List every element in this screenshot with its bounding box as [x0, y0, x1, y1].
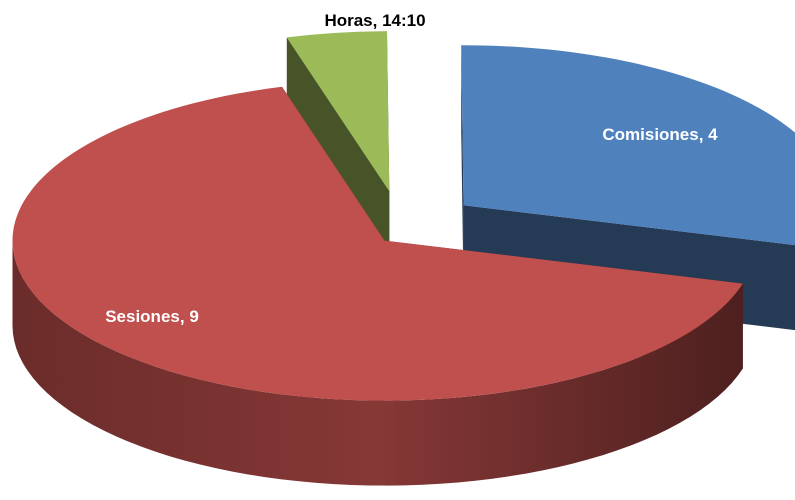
- data-label: Horas, 14:10: [324, 11, 425, 30]
- value-label: 4: [708, 125, 718, 144]
- data-label: Comisiones, 4: [602, 125, 718, 144]
- data-label: Sesiones, 9: [105, 307, 199, 326]
- pie-slice: [12, 86, 743, 486]
- value-label: 14:10: [382, 11, 425, 30]
- category-name: Horas: [324, 11, 372, 30]
- value-label: 9: [189, 307, 198, 326]
- slice-wall: [461, 45, 464, 291]
- slice-side: [12, 240, 743, 486]
- slice-top: [12, 86, 743, 401]
- category-name: Comisiones: [602, 125, 698, 144]
- category-name: Sesiones: [105, 307, 180, 326]
- slice-top: [461, 45, 795, 246]
- slice-top: [286, 31, 390, 192]
